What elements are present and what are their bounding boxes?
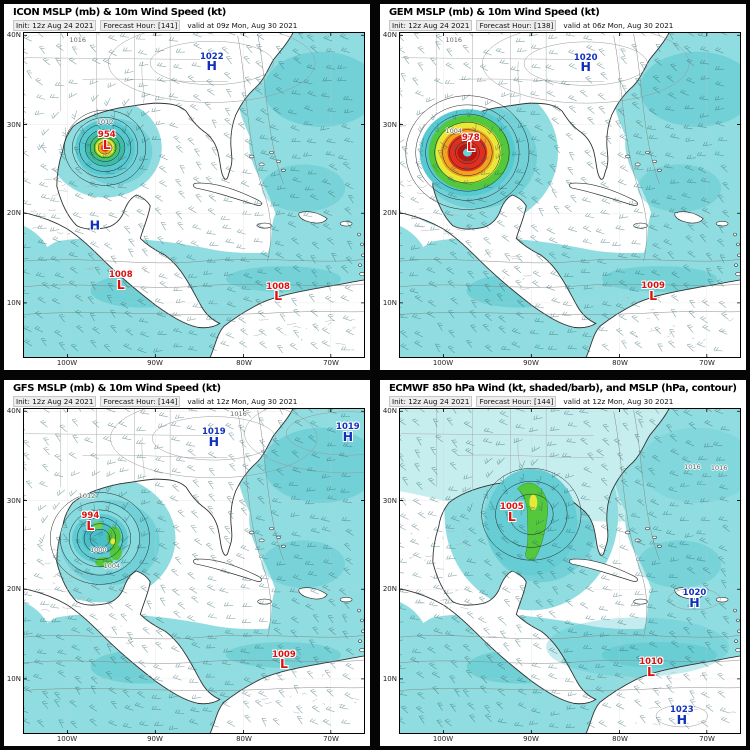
lon-tick: 70W [323,735,339,743]
lat-tick: 40N [6,407,21,415]
lat-tick: 10N [6,675,21,683]
lat-tick: 10N [382,299,397,307]
lon-tick: 70W [699,735,715,743]
forecast-hour: Forecast Hour: [138] [476,20,557,31]
init-time: Init: 12z Aug 24 2021 [13,20,97,31]
lon-tick: 70W [323,359,339,367]
lon-tick: 90W [147,359,163,367]
model-panel-ecmwf: ECMWF 850 hPa Wind (kt, shaded/barb), an… [380,380,746,746]
lon-tick: 100W [432,735,454,743]
lat-tick: 20N [6,209,21,217]
valid-time: valid at 06z Mon, Aug 30 2021 [563,21,674,30]
lon-tick: 70W [699,359,715,367]
lon-tick: 90W [147,735,163,743]
map-canvas-ecmwf: 1005 L 1020 H 1010 L 1023 H 1016 1016 [399,408,741,734]
lon-tick: 80W [612,735,628,743]
lat-tick: 20N [6,585,21,593]
model-panel-gem: GEM MSLP (mb) & 10m Wind Speed (kt) Init… [380,4,746,370]
forecast-hour: Forecast Hour: [144] [476,396,557,407]
lon-tick: 100W [56,359,78,367]
map-canvas-gfs: 1019 H 1019 H 994 L 1009 L 1016 1012 1000 1004 [23,408,365,734]
panel-init-row: Init: 12z Aug 24 2021 Forecast Hour: [14… [13,20,300,31]
lat-tick: 40N [382,31,397,39]
valid-time: valid at 12z Mon, Aug 30 2021 [563,397,674,406]
panel-init-row: Init: 12z Aug 24 2021 Forecast Hour: [13… [389,20,676,31]
lat-tick: 30N [382,497,397,505]
panel-title: ICON MSLP (mb) & 10m Wind Speed (kt) [13,7,226,18]
lon-tick: 100W [56,735,78,743]
panel-title: GEM MSLP (mb) & 10m Wind Speed (kt) [389,7,600,18]
init-time: Init: 12z Aug 24 2021 [13,396,97,407]
lat-tick: 30N [382,121,397,129]
map-canvas-icon: 1022 H 954 L H 1008 L 1008 L 1016 1012 [23,32,365,358]
valid-time: valid at 09z Mon, Aug 30 2021 [187,21,298,30]
lat-tick: 30N [6,497,21,505]
panel-init-row: Init: 12z Aug 24 2021 Forecast Hour: [14… [389,396,676,407]
init-time: Init: 12z Aug 24 2021 [389,396,473,407]
lon-tick: 80W [236,735,252,743]
lat-tick: 30N [6,121,21,129]
panel-init-row: Init: 12z Aug 24 2021 Forecast Hour: [14… [13,396,300,407]
lat-tick: 10N [6,299,21,307]
model-panel-gfs: GFS MSLP (mb) & 10m Wind Speed (kt) Init… [4,380,370,746]
lon-tick: 90W [523,359,539,367]
init-time: Init: 12z Aug 24 2021 [389,20,473,31]
panel-title: ECMWF 850 hPa Wind (kt, shaded/barb), an… [389,383,737,394]
lon-tick: 80W [612,359,628,367]
panel-title: GFS MSLP (mb) & 10m Wind Speed (kt) [13,383,221,394]
model-panel-icon: ICON MSLP (mb) & 10m Wind Speed (kt) Ini… [4,4,370,370]
lat-tick: 20N [382,209,397,217]
lat-tick: 10N [382,675,397,683]
lat-tick: 40N [382,407,397,415]
map-canvas-gem: 1020 H 978 L 1009 L 1016 1004 [399,32,741,358]
lat-tick: 40N [6,31,21,39]
forecast-hour: Forecast Hour: [144] [100,396,181,407]
lat-tick: 20N [382,585,397,593]
forecast-hour: Forecast Hour: [141] [100,20,181,31]
lon-tick: 100W [432,359,454,367]
valid-time: valid at 12z Mon, Aug 30 2021 [187,397,298,406]
lon-tick: 80W [236,359,252,367]
lon-tick: 90W [523,735,539,743]
